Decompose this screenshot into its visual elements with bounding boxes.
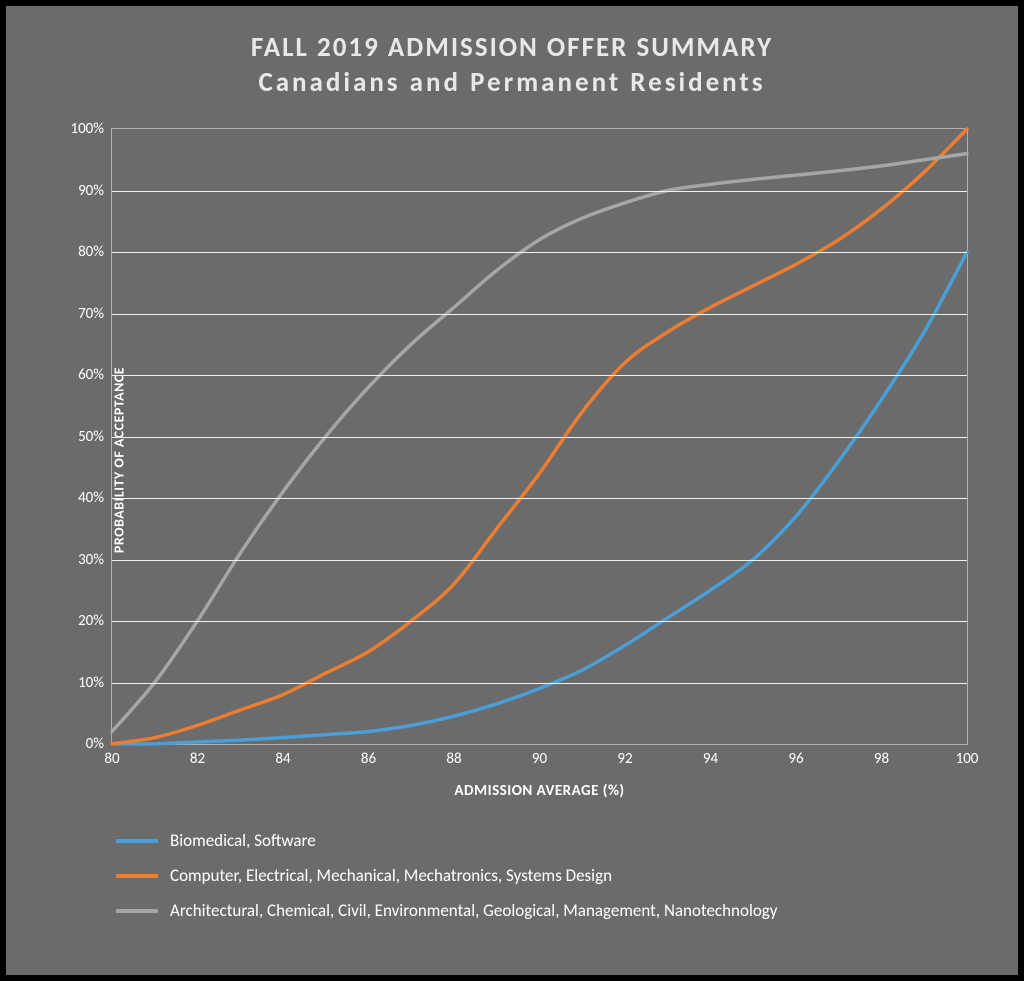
title-line-2: Canadians and Permanent Residents	[26, 65, 998, 100]
x-tick-label: 100	[956, 750, 979, 768]
x-tick-label: 92	[617, 750, 632, 768]
y-tick-label: 70%	[78, 305, 104, 323]
gridline	[112, 437, 967, 438]
gridline	[112, 683, 967, 684]
legend: Biomedical, Software Computer, Electrical…	[6, 800, 1018, 975]
title-line-1: FALL 2019 ADMISSION OFFER SUMMARY	[26, 30, 998, 65]
x-tick-label: 82	[190, 750, 205, 768]
legend-item: Computer, Electrical, Mechanical, Mechat…	[116, 865, 958, 886]
legend-item: Biomedical, Software	[116, 830, 958, 851]
x-tick-label: 80	[104, 750, 119, 768]
plot-area: 0%10%20%30%40%50%60%70%80%90%100%8082848…	[111, 128, 968, 745]
legend-label: Biomedical, Software	[170, 830, 316, 851]
legend-swatch	[116, 839, 158, 843]
plot-wrap: PROBABILITY OF ACCEPTANCE 0%10%20%30%40%…	[36, 120, 988, 800]
y-tick-label: 80%	[78, 243, 104, 261]
x-axis-label: ADMISSION AVERAGE (%)	[111, 782, 968, 800]
legend-label: Computer, Electrical, Mechanical, Mechat…	[170, 865, 612, 886]
x-tick-label: 88	[446, 750, 461, 768]
gridline	[112, 191, 967, 192]
legend-swatch	[116, 909, 158, 913]
x-tick-label: 96	[788, 750, 803, 768]
gridline	[112, 621, 967, 622]
chart-title: FALL 2019 ADMISSION OFFER SUMMARY Canadi…	[6, 6, 1018, 110]
legend-swatch	[116, 874, 158, 878]
y-tick-label: 100%	[70, 120, 104, 138]
y-tick-label: 40%	[78, 489, 104, 507]
x-tick-label: 90	[532, 750, 547, 768]
x-tick-label: 84	[275, 750, 290, 768]
y-tick-label: 30%	[78, 551, 104, 569]
gridline	[112, 252, 967, 253]
y-tick-label: 50%	[78, 428, 104, 446]
y-tick-label: 90%	[78, 182, 104, 200]
chart-container: FALL 2019 ADMISSION OFFER SUMMARY Canadi…	[6, 6, 1018, 975]
x-tick-label: 94	[703, 750, 718, 768]
gridline	[112, 375, 967, 376]
legend-item: Architectural, Chemical, Civil, Environm…	[116, 900, 958, 921]
x-tick-label: 86	[361, 750, 376, 768]
legend-label: Architectural, Chemical, Civil, Environm…	[170, 900, 778, 921]
gridline	[112, 498, 967, 499]
x-tick-label: 98	[874, 750, 889, 768]
y-tick-label: 0%	[86, 735, 104, 753]
gridline	[112, 560, 967, 561]
y-tick-label: 10%	[78, 674, 104, 692]
y-tick-label: 20%	[78, 612, 104, 630]
y-tick-label: 60%	[78, 366, 104, 384]
gridline	[112, 314, 967, 315]
